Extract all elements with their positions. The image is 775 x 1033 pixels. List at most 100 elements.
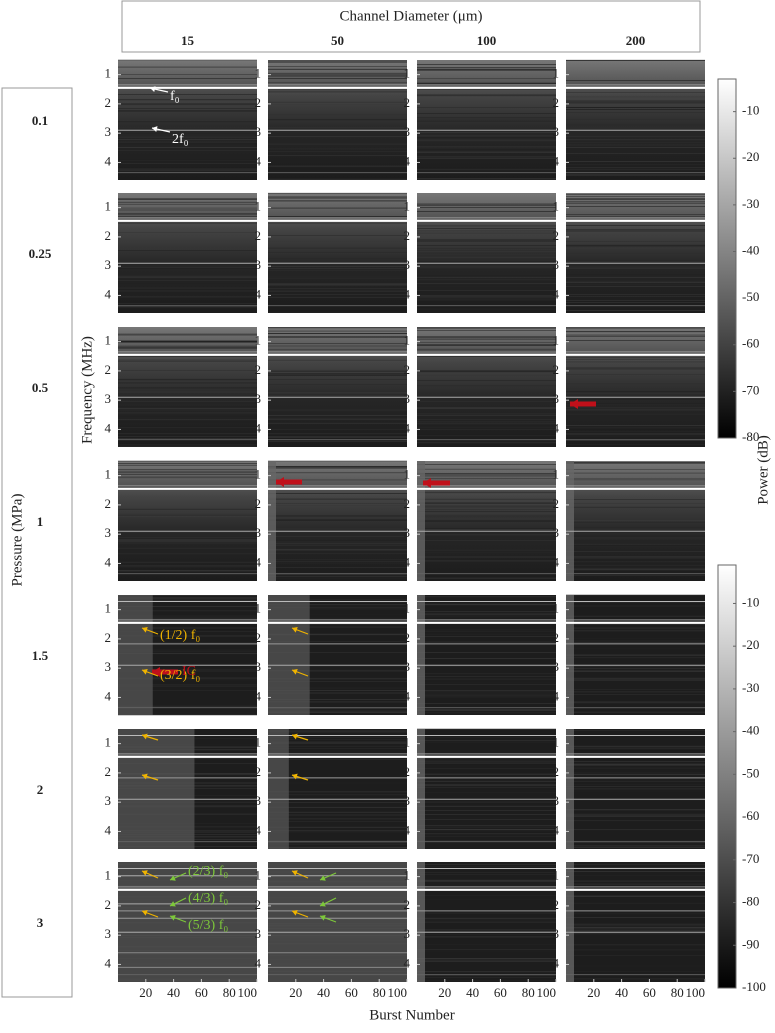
arrow-head bbox=[152, 667, 160, 677]
y-tick-label: 4 bbox=[105, 554, 112, 569]
y-tick-label: 1 bbox=[255, 735, 262, 750]
colorbar-tick-label: -30 bbox=[742, 680, 759, 695]
y-tick-label: 3 bbox=[553, 659, 560, 674]
y-tick-label: 3 bbox=[105, 793, 112, 808]
spectrogram-panel bbox=[417, 60, 556, 180]
y-tick-label: 2 bbox=[404, 496, 411, 511]
y-tick-label: 2 bbox=[255, 496, 262, 511]
colorbar-tick-label: -20 bbox=[742, 149, 759, 164]
y-tick-label: 4 bbox=[404, 420, 411, 435]
column-label: 15 bbox=[181, 33, 195, 48]
panel-background bbox=[566, 461, 705, 581]
y-tick-label: 4 bbox=[553, 153, 560, 168]
colorbar-tick-label: -40 bbox=[742, 723, 759, 738]
arrow-head bbox=[142, 626, 148, 633]
x-tick-label: 60 bbox=[494, 985, 507, 1000]
y-tick-label: 3 bbox=[255, 124, 262, 139]
y-tick-label: 1 bbox=[255, 66, 262, 81]
arrow-head bbox=[292, 870, 298, 876]
y-tick-label: 4 bbox=[105, 955, 112, 970]
y-tick-label: 2 bbox=[105, 897, 112, 912]
spectrogram-panel bbox=[268, 862, 407, 982]
y-tick-label: 2 bbox=[404, 764, 411, 779]
onset-strip bbox=[566, 729, 574, 849]
arrow-head bbox=[320, 914, 326, 921]
y-tick-label: 1 bbox=[255, 199, 262, 214]
x-tick-label: 20 bbox=[438, 985, 451, 1000]
y-tick-label: 4 bbox=[404, 554, 411, 569]
y-tick-label: 4 bbox=[553, 955, 560, 970]
y-tick-label: 1 bbox=[404, 333, 411, 348]
panel-background bbox=[268, 327, 407, 447]
y-tick-label: 3 bbox=[255, 257, 262, 272]
panel-background bbox=[268, 729, 407, 849]
y-tick-label: 1 bbox=[553, 467, 560, 482]
y-tick-label: 3 bbox=[404, 124, 411, 139]
y-tick-label: 3 bbox=[105, 391, 112, 406]
arrow-head bbox=[276, 477, 284, 487]
row-label: 3 bbox=[37, 915, 44, 930]
y-tick-label: 3 bbox=[105, 124, 112, 139]
arrow-head bbox=[170, 901, 176, 907]
y-tick-label: 1 bbox=[553, 66, 560, 81]
x-tick-label: 100 bbox=[537, 985, 557, 1000]
spectrogram-panel bbox=[566, 193, 705, 313]
arrow-head bbox=[292, 668, 298, 675]
y-tick-label: 1 bbox=[404, 601, 411, 616]
y-tick-label: 1 bbox=[105, 735, 112, 750]
y-tick-label: 2 bbox=[105, 95, 112, 110]
y-tick-label: 2 bbox=[105, 228, 112, 243]
y-tick-label: 2 bbox=[105, 362, 112, 377]
y-tick-label: 1 bbox=[553, 735, 560, 750]
x-tick-label: 100 bbox=[686, 985, 706, 1000]
spectrogram-panel bbox=[566, 327, 705, 447]
spectrogram-panel bbox=[118, 193, 257, 313]
y-tick-label: 2 bbox=[105, 496, 112, 511]
y-tick-label: 3 bbox=[105, 257, 112, 272]
y-tick-label: 3 bbox=[404, 391, 411, 406]
y-tick-label: 1 bbox=[404, 735, 411, 750]
panel-background bbox=[118, 461, 257, 581]
x-tick-label: 100 bbox=[238, 985, 258, 1000]
y-tick-label: 3 bbox=[553, 525, 560, 540]
arrow-head bbox=[292, 773, 298, 780]
y-tick-label: 4 bbox=[255, 955, 262, 970]
bright-region bbox=[118, 862, 257, 982]
colorbar-tick-label: -30 bbox=[742, 196, 759, 211]
onset-strip bbox=[566, 595, 574, 715]
y-tick-label: 4 bbox=[255, 688, 262, 703]
panel-background bbox=[566, 193, 705, 313]
column-label: 50 bbox=[331, 33, 344, 48]
x-tick-label: 80 bbox=[522, 985, 535, 1000]
panel-background bbox=[268, 461, 407, 581]
y-tick-label: 4 bbox=[105, 286, 112, 301]
y-tick-label: 4 bbox=[553, 420, 560, 435]
colorbar-tick-label: -40 bbox=[742, 242, 759, 257]
y-tick-label: 3 bbox=[404, 793, 411, 808]
y-tick-label: 4 bbox=[255, 286, 262, 301]
arrow-head bbox=[152, 126, 158, 133]
y-tick-label: 1 bbox=[553, 199, 560, 214]
annotation: (5/3) f₀ bbox=[188, 918, 228, 933]
x-tick-label: 60 bbox=[195, 985, 208, 1000]
y-tick-label: 1 bbox=[553, 868, 560, 883]
annotation: f₀ bbox=[170, 89, 180, 104]
x-tick-label: 80 bbox=[671, 985, 684, 1000]
y-tick-label: 2 bbox=[404, 228, 411, 243]
spectrogram-panel bbox=[566, 59, 705, 180]
x-tick-label: 20 bbox=[587, 985, 600, 1000]
arrow-head bbox=[170, 914, 176, 921]
y-tick-label: 4 bbox=[105, 153, 112, 168]
spectrogram-panel bbox=[268, 192, 407, 313]
bright-region bbox=[268, 862, 407, 982]
y-tick-label: 2 bbox=[553, 897, 560, 912]
y-tick-label: 3 bbox=[105, 659, 112, 674]
y-tick-label: 2 bbox=[255, 228, 262, 243]
y-tick-label: 4 bbox=[255, 420, 262, 435]
colorbar-tick-label: -50 bbox=[742, 289, 759, 304]
x-tick-label: 40 bbox=[466, 985, 479, 1000]
spectrogram-panel bbox=[268, 460, 407, 581]
y-tick-label: 1 bbox=[105, 333, 112, 348]
y-tick-label: 2 bbox=[404, 897, 411, 912]
y-tick-label: 4 bbox=[404, 153, 411, 168]
